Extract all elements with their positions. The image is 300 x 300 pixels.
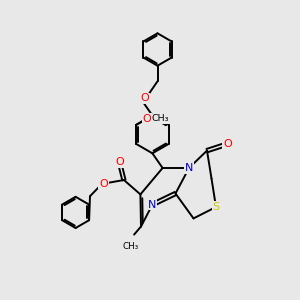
Text: O: O bbox=[142, 114, 151, 124]
Text: O: O bbox=[223, 139, 232, 149]
Text: CH₃: CH₃ bbox=[151, 115, 169, 124]
Text: N: N bbox=[148, 200, 157, 210]
Text: CH₃: CH₃ bbox=[123, 242, 139, 251]
Text: O: O bbox=[140, 93, 149, 103]
Text: O: O bbox=[115, 157, 124, 167]
Text: N: N bbox=[185, 163, 193, 173]
Text: S: S bbox=[212, 202, 220, 212]
Text: O: O bbox=[99, 178, 108, 189]
